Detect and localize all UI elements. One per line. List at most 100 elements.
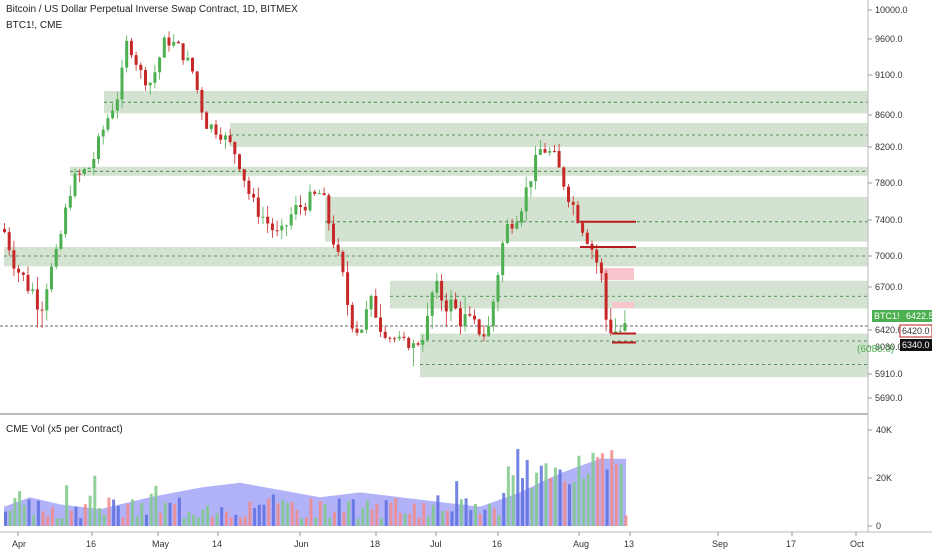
candle-body: [515, 222, 519, 229]
volume-bar: [243, 516, 247, 526]
candle-body: [468, 314, 472, 316]
volume-bar: [478, 513, 482, 526]
volume-bar: [140, 503, 144, 526]
volume-bar: [51, 507, 54, 526]
candle-body: [17, 268, 21, 273]
candle-body: [54, 248, 58, 267]
candle-body: [562, 167, 566, 187]
candle-body: [97, 136, 100, 160]
volume-bar: [422, 502, 426, 526]
candle-body: [233, 142, 237, 155]
candle-body: [59, 234, 63, 249]
candle-body: [303, 206, 307, 211]
candle-body: [496, 275, 500, 302]
x-tick-label: 18: [370, 539, 380, 549]
candle-body: [379, 317, 382, 332]
volume-bar: [88, 495, 92, 526]
candle-body: [256, 197, 260, 217]
candle-body: [181, 43, 185, 61]
y-tick-label: 6700.0: [875, 282, 903, 292]
candle-body: [45, 289, 49, 311]
volume-bar: [610, 450, 614, 526]
volume-bar: [281, 500, 285, 526]
volume-bar: [239, 517, 242, 526]
candle-body: [12, 250, 16, 269]
volume-bar: [74, 506, 78, 526]
volume-bar: [295, 510, 299, 526]
candle-body: [73, 173, 77, 196]
volume-bar: [276, 503, 280, 526]
volume-bar: [32, 515, 36, 526]
x-tick-label: 14: [212, 539, 222, 549]
volume-bar: [145, 514, 148, 526]
volume-bar: [318, 500, 322, 526]
candle-body: [68, 195, 72, 208]
volume-title: CME Vol (x5 per Contract): [6, 424, 123, 435]
x-tick-label: 17: [786, 539, 796, 549]
volume-bar: [408, 513, 412, 526]
candle-body: [82, 168, 86, 174]
volume-bar: [516, 449, 520, 526]
volume-bar: [112, 499, 116, 526]
volume-bar: [558, 469, 562, 526]
candle-body: [247, 180, 251, 194]
candle-body: [200, 89, 204, 113]
vol-tick-label: 20K: [876, 473, 892, 483]
volume-bar: [83, 504, 87, 526]
candle-body: [557, 151, 561, 168]
volume-bar: [300, 518, 304, 526]
candle-body: [144, 70, 147, 86]
volume-bar: [210, 516, 214, 526]
volume-bar: [187, 512, 191, 526]
volume-bar: [384, 500, 388, 526]
volume-bar: [328, 517, 332, 526]
candle-body: [416, 343, 420, 345]
candle-body: [285, 225, 288, 227]
candle-body: [26, 274, 30, 292]
candle-body: [299, 204, 303, 207]
volume-bar: [337, 498, 341, 526]
volume-bar: [159, 512, 163, 526]
volume-bar: [375, 503, 379, 526]
candle-body: [355, 328, 359, 333]
candle-body: [458, 308, 462, 327]
candle-body: [294, 204, 298, 215]
pink-zone-upper: [600, 268, 634, 280]
volume-bar: [624, 515, 628, 526]
candle-body: [313, 191, 317, 194]
volume-bar: [271, 494, 275, 526]
bracket-label: (6080.0): [857, 344, 894, 355]
candle-body: [571, 201, 575, 205]
candle-body: [327, 195, 331, 224]
candle-body: [7, 232, 11, 251]
volume-bar: [563, 481, 567, 526]
volume-bar: [389, 502, 393, 526]
candlesticks: [3, 31, 627, 367]
overlay-symbol: BTC1!, CME: [6, 20, 63, 31]
candle-body: [162, 37, 166, 58]
volume-bar: [13, 498, 17, 526]
x-tick-label: Jun: [294, 539, 309, 549]
volume-bar: [591, 452, 595, 526]
volume-bar: [206, 505, 210, 526]
candle-body: [191, 57, 194, 72]
volume-bar: [398, 512, 402, 526]
candle-body: [205, 112, 209, 129]
volume-bar: [394, 498, 398, 526]
candle-body: [538, 149, 542, 155]
volume-bar: [201, 509, 205, 526]
x-tick-label: May: [152, 539, 170, 549]
candle-body: [501, 242, 505, 276]
volume-bar: [130, 499, 134, 526]
candle-body: [21, 272, 25, 275]
volume-bar: [572, 482, 576, 526]
candle-body: [444, 300, 448, 312]
candle-body: [397, 336, 401, 339]
volume-bar: [502, 492, 506, 526]
volume-bar: [253, 507, 257, 526]
volume-bar: [539, 465, 543, 526]
vol-tick-label: 0: [876, 521, 881, 531]
candle-body: [548, 151, 552, 153]
zone-3: [325, 196, 868, 242]
